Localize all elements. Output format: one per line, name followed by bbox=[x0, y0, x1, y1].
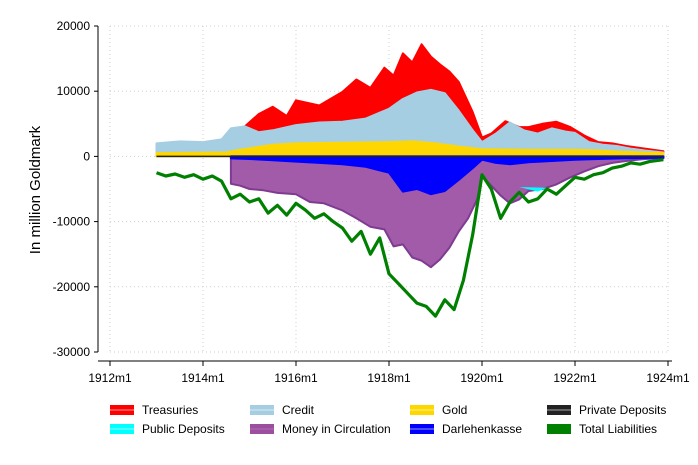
x-tick-label: 1912m1 bbox=[88, 371, 132, 385]
legend-label: Gold bbox=[442, 403, 467, 417]
y-tick-label: -10000 bbox=[53, 215, 91, 229]
plot-areas bbox=[155, 43, 665, 269]
y-tick-label: 10000 bbox=[57, 84, 91, 98]
y-ticks: 20000 10000 0 -10000 -20000 -30000 bbox=[53, 19, 98, 359]
total-liabilities-line bbox=[155, 158, 664, 318]
legend-label: Public Deposits bbox=[142, 422, 225, 436]
x-tick-label: 1922m1 bbox=[553, 371, 597, 385]
y-tick-label: 20000 bbox=[57, 19, 91, 33]
legend-item: Private Deposits bbox=[547, 403, 666, 417]
public-deposits-area bbox=[519, 187, 548, 192]
legend: Treasuries Credit Gold Private Deposits Publ… bbox=[110, 403, 666, 436]
legend-item: Money in Circulation bbox=[250, 422, 391, 436]
x-tick-label: 1920m1 bbox=[460, 371, 504, 385]
x-tick-label: 1918m1 bbox=[367, 371, 411, 385]
money-in-circulation-area bbox=[229, 155, 665, 269]
plot-lines bbox=[155, 158, 664, 318]
y-tick-label: -30000 bbox=[53, 345, 91, 359]
legend-item: Gold bbox=[410, 403, 467, 417]
legend-item: Credit bbox=[250, 403, 315, 417]
x-tick-label: 1914m1 bbox=[181, 371, 225, 385]
x-tick-label: 1924m1 bbox=[646, 371, 690, 385]
legend-label: Total Liabilities bbox=[579, 422, 657, 436]
legend-label: Treasuries bbox=[142, 403, 198, 417]
legend-label: Darlehenkasse bbox=[442, 422, 522, 436]
x-tick-label: 1916m1 bbox=[274, 371, 318, 385]
y-tick-label: 0 bbox=[83, 149, 90, 163]
legend-item: Total Liabilities bbox=[547, 422, 657, 436]
legend-label: Private Deposits bbox=[579, 403, 666, 417]
gold-area bbox=[155, 140, 665, 158]
legend-label: Credit bbox=[282, 403, 315, 417]
credit-area bbox=[155, 88, 665, 158]
legend-label: Money in Circulation bbox=[282, 422, 391, 436]
y-tick-label: -20000 bbox=[53, 280, 91, 294]
x-ticks: 1912m1 1914m1 1916m1 1918m1 1920m1 1922m1 1924… bbox=[88, 361, 690, 385]
axes bbox=[97, 26, 672, 362]
legend-item: Treasuries bbox=[110, 403, 198, 417]
legend-swatch bbox=[547, 424, 571, 434]
darlehenkasse-area bbox=[229, 155, 665, 196]
legend-item: Public Deposits bbox=[110, 422, 225, 436]
legend-item: Darlehenkasse bbox=[410, 422, 522, 436]
y-axis-title: In million Goldmark bbox=[27, 125, 44, 254]
